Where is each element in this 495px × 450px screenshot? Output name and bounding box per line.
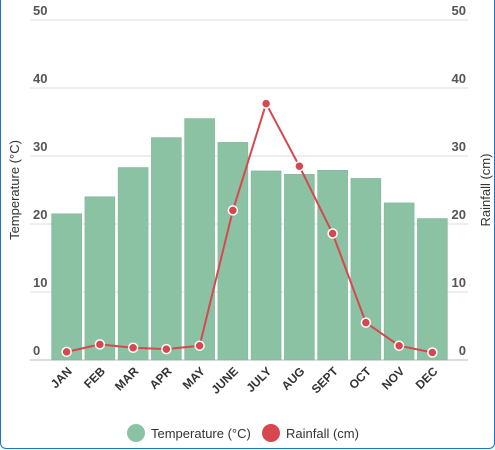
left-axis-ticks: 0 10 20 30 40 50: [33, 3, 47, 358]
x-tick-label: APR: [147, 364, 175, 392]
x-tick-label: NOV: [379, 364, 407, 392]
x-tick-label: AUG: [279, 364, 308, 393]
temperature-bars: [51, 118, 448, 361]
legend-item-temperature[interactable]: Temperature (°C): [127, 424, 251, 442]
temperature-bar[interactable]: [250, 170, 282, 361]
y-tick-label-left: 50: [33, 3, 47, 18]
x-tick-label: DEC: [413, 364, 441, 392]
temperature-bar[interactable]: [117, 167, 149, 361]
rainfall-point[interactable]: [61, 346, 72, 358]
legend-label-temperature: Temperature (°C): [151, 426, 251, 441]
x-tick-label: JULY: [243, 364, 274, 395]
rainfall-line: [61, 98, 438, 358]
y-tick-label-right: 10: [452, 275, 466, 290]
y-tick-label-right: 30: [452, 139, 466, 154]
y-tick-label-left: 20: [33, 207, 47, 222]
rainfall-point[interactable]: [360, 317, 372, 328]
x-tick-label: FEB: [81, 364, 108, 391]
y-tick-label-right: 50: [452, 3, 466, 18]
legend-swatch-rainfall: [262, 424, 280, 442]
legend-label-rainfall: Rainfall (cm): [286, 426, 359, 441]
temperature-bar[interactable]: [417, 218, 448, 361]
y-axis-title-right: Rainfall (cm): [478, 154, 493, 227]
rainfall-point[interactable]: [94, 339, 106, 350]
legend: Temperature (°C) Rainfall (cm): [127, 424, 359, 442]
x-tick-label: JAN: [48, 364, 75, 391]
legend-swatch-temperature: [127, 424, 145, 442]
y-tick-label-left: 40: [33, 71, 47, 86]
rainfall-point[interactable]: [161, 343, 172, 355]
x-tick-label: SEPT: [309, 364, 342, 397]
legend-item-rainfall[interactable]: Rainfall (cm): [262, 424, 359, 442]
rainfall-line-path: [66, 101, 433, 354]
x-tick-label: OCT: [346, 364, 374, 392]
y-tick-label-left: 10: [33, 275, 47, 290]
x-tick-label: MAR: [112, 364, 141, 393]
right-axis-ticks: 0 10 20 30 40 50: [452, 3, 466, 358]
temperature-bar[interactable]: [350, 178, 382, 361]
x-tick-label: JUNE: [208, 364, 241, 397]
temperature-bar[interactable]: [51, 213, 82, 361]
rainfall-point[interactable]: [260, 98, 272, 109]
temperature-bar[interactable]: [151, 137, 182, 361]
temperature-bar[interactable]: [317, 169, 348, 361]
rainfall-point[interactable]: [294, 160, 305, 172]
temperature-bar[interactable]: [84, 196, 116, 361]
x-axis-categories: JAN FEB MAR APR MAY JUNE JULY AUG SEPT OCT NOV DEC: [48, 364, 441, 397]
rainfall-point[interactable]: [393, 340, 405, 351]
temperature-bar[interactable]: [284, 174, 315, 361]
rainfall-point[interactable]: [427, 347, 438, 358]
rainfall-point[interactable]: [127, 342, 139, 354]
rainfall-point[interactable]: [194, 340, 205, 351]
y-tick-label-left: 30: [33, 139, 47, 154]
y-tick-label-right: 40: [452, 71, 466, 86]
rainfall-point[interactable]: [327, 228, 338, 239]
y-tick-label-right: 0: [459, 343, 466, 358]
y-axis-title-left: Temperature (°C): [7, 140, 22, 240]
y-tick-label-left: 0: [33, 343, 40, 358]
rainfall-point[interactable]: [227, 205, 239, 216]
temperature-bar[interactable]: [383, 202, 415, 361]
y-tick-label-right: 20: [452, 207, 466, 222]
x-tick-label: MAY: [180, 364, 208, 392]
temperature-bar[interactable]: [184, 118, 215, 361]
